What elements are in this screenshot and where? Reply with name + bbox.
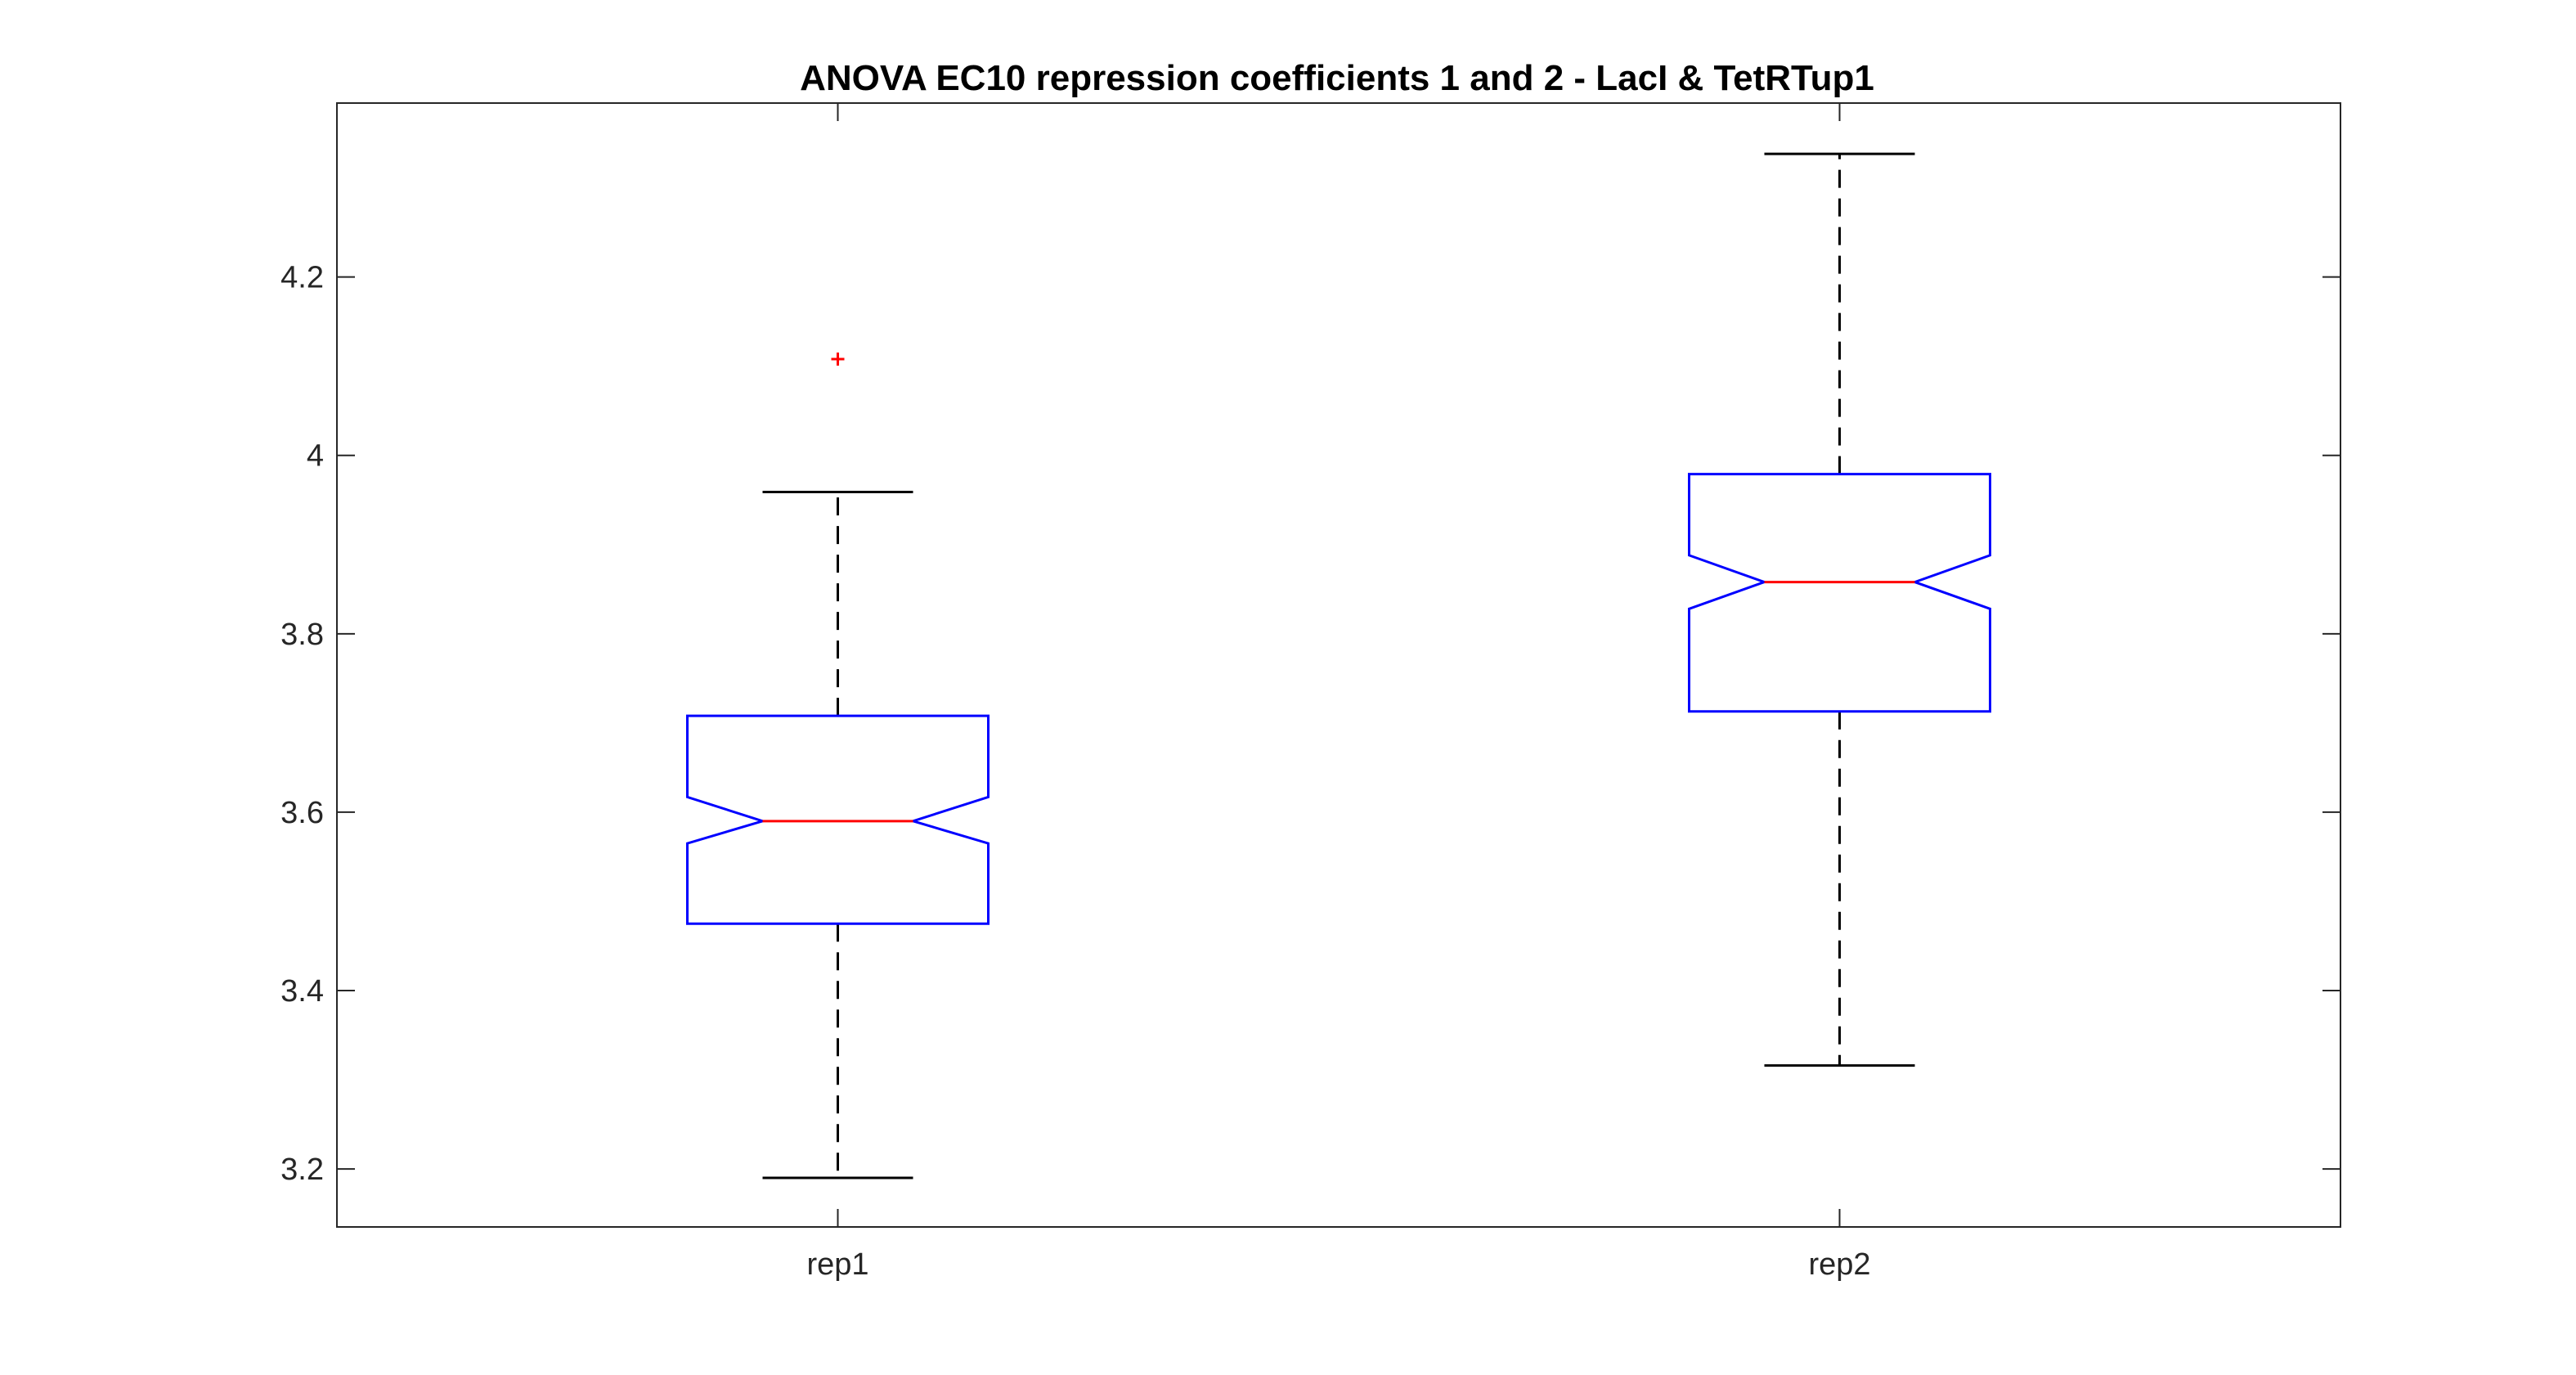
y-tick-label: 3.2 <box>280 1153 324 1187</box>
y-tick-label: 3.4 <box>280 974 324 1009</box>
x-tick-label-rep2: rep2 <box>1808 1247 1870 1282</box>
axes-frame <box>336 102 2341 1228</box>
outlier-marker <box>831 352 845 366</box>
notched-box-rep1 <box>686 714 990 925</box>
y-tick-label: 3.8 <box>280 618 324 652</box>
x-tick-label-rep1: rep1 <box>806 1247 868 1282</box>
plot-area: 3.2 3.4 3.6 3.8 4 4.2 rep1 rep2 <box>280 102 2341 1282</box>
chart-title: ANOVA EC10 repression coefficients 1 and… <box>800 58 1874 98</box>
y-tick-label: 4.2 <box>280 261 324 295</box>
y-tick-label: 3.6 <box>280 796 324 830</box>
notched-box-rep2 <box>1688 473 1991 713</box>
y-tick-label: 4 <box>307 439 324 474</box>
